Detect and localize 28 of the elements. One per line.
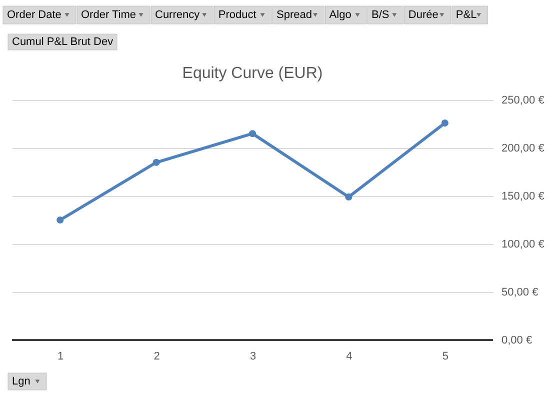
text: B/S (372, 9, 390, 21)
y-tick-label: 250,00 € (502, 94, 544, 106)
text: Product (218, 9, 256, 21)
point (56, 216, 64, 224)
chart-title: Equity Curve (EUR) (182, 65, 323, 82)
x-tick-label: 4 (346, 350, 352, 362)
y-tick-label: 50,00 € (502, 286, 538, 298)
y-tick-label: 200,00 € (502, 142, 544, 154)
point (248, 130, 256, 138)
text: Durée (408, 9, 438, 21)
y-tick-label: 0,00 € (502, 334, 532, 346)
text: Algo (329, 9, 352, 21)
x-tick-label: 1 (58, 350, 64, 362)
text: Lgn (12, 376, 30, 388)
text: Spread (276, 9, 312, 21)
text: Cumul P&L Brut Dev (12, 36, 114, 48)
point (345, 193, 352, 200)
x-tick-label: 2 (154, 350, 160, 362)
x-tick-label: 5 (442, 350, 448, 362)
y-tick-label: 100,00 € (502, 238, 544, 250)
text: Order Time (81, 9, 136, 21)
point (441, 120, 448, 127)
y-tick-label: 150,00 € (502, 190, 544, 202)
text: Currency (155, 9, 200, 21)
text: P&L (456, 9, 477, 21)
point (152, 158, 160, 166)
text: Order Date (7, 9, 62, 21)
x-tick-label: 3 (250, 350, 256, 362)
